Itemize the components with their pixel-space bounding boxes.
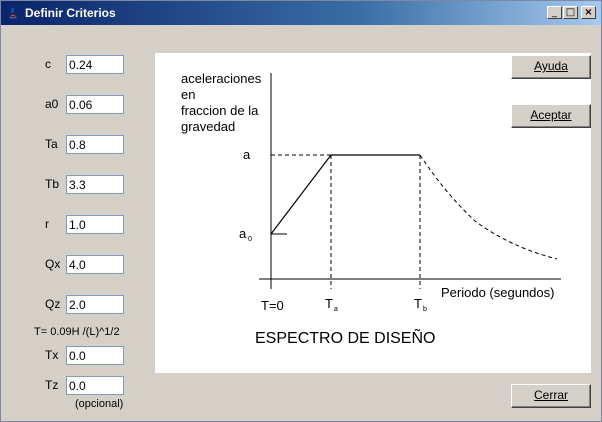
ta-input[interactable]: 0.8 [66, 135, 124, 154]
field-label-a0: a0 [45, 97, 59, 111]
field-label-qz: Qz [45, 297, 61, 311]
period-formula: T= 0.09H /(L)^1/2 [34, 326, 120, 338]
design-spectrum-diagram: aceleraciones en fraccion de la gravedad… [181, 71, 561, 347]
field-label-r: r [45, 217, 49, 231]
close-button-label: Cerrar [533, 388, 568, 402]
close-button[interactable]: Cerrar [511, 384, 591, 408]
maximize-button[interactable]: □ [563, 6, 578, 19]
spectrum-descending-branch [419, 154, 558, 260]
field-label-tx: Tx [45, 348, 59, 362]
x-axis-label: Periodo (segundos) [441, 285, 554, 300]
label-a0: a [239, 226, 247, 241]
accept-button-label: Aceptar [530, 108, 572, 122]
c-input[interactable]: 0.24 [66, 55, 124, 74]
title-bar[interactable]: Definir Criterios _ □ × [1, 1, 601, 25]
label-ta-subscript: a [334, 306, 338, 313]
field-label-tz: Tz [45, 378, 59, 392]
r-input[interactable]: 1.0 [66, 215, 124, 234]
close-window-button[interactable]: × [581, 6, 596, 19]
field-label-ta: Ta [45, 137, 58, 151]
label-a0-subscript: 0 [248, 236, 252, 243]
field-label-qx: Qx [45, 257, 61, 271]
tb-input[interactable]: 3.3 [66, 175, 124, 194]
accept-button[interactable]: Aceptar [511, 104, 591, 128]
java-icon [9, 6, 17, 19]
minimize-button[interactable]: _ [547, 6, 562, 19]
optional-note: (opcional) [75, 398, 124, 410]
field-label-c: c [45, 57, 51, 71]
y-axis-label-line-1: aceleraciones [181, 71, 262, 86]
a0-input[interactable]: 0.06 [66, 95, 124, 114]
label-t0: T=0 [261, 298, 284, 313]
help-button-label: Ayuda [534, 59, 568, 73]
y-axis-label-line-4: gravedad [181, 119, 235, 134]
label-a: a [243, 147, 251, 162]
diagram-title: ESPECTRO DE DISEÑO [255, 327, 435, 347]
qx-input[interactable]: 4.0 [66, 255, 124, 274]
maximize-icon: □ [565, 7, 576, 18]
minimize-icon: _ [552, 7, 557, 18]
y-axis-label-line-3: fraccion de la [181, 103, 259, 118]
label-tb-subscript: b [423, 306, 427, 313]
window-title: Definir Criterios [25, 6, 116, 20]
spectrum-diagram-panel: aceleraciones en fraccion de la gravedad… [155, 53, 591, 373]
field-label-tb: Tb [45, 177, 60, 191]
tz-input[interactable]: 0.0 [66, 376, 124, 395]
close-icon: × [584, 7, 593, 18]
tx-input[interactable]: 0.0 [66, 346, 124, 365]
label-ta: T [325, 296, 333, 311]
qz-input[interactable]: 2.0 [66, 295, 124, 314]
spectrum-rising-branch [270, 154, 332, 235]
help-button[interactable]: Ayuda [511, 55, 591, 79]
label-tb: T [414, 296, 422, 311]
y-axis-label-line-2: en [181, 87, 195, 102]
